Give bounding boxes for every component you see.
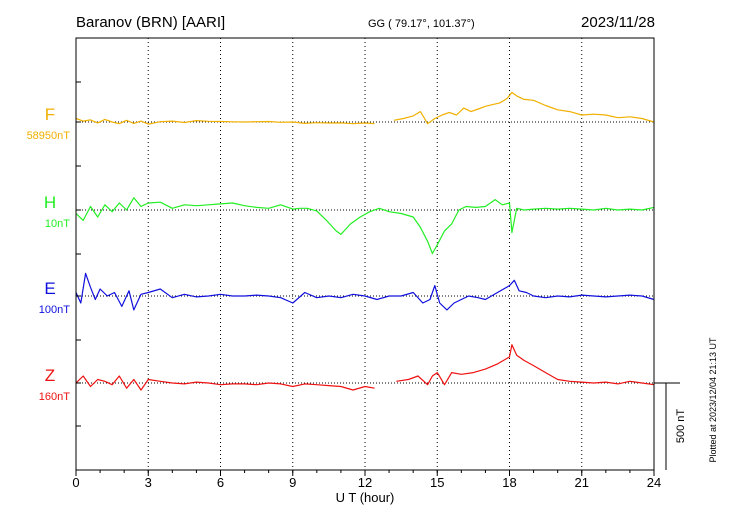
- x-tick-label: 9: [289, 475, 296, 490]
- plotted-timestamp: Plotted at 2023/12/04 21:13 UT: [708, 337, 718, 463]
- x-tick-label: 24: [647, 475, 661, 490]
- x-tick-label: 15: [430, 475, 444, 490]
- station-title: Baranov (BRN) [AARI]: [76, 14, 225, 31]
- series-baseline-z: 160nT: [39, 391, 70, 403]
- x-axis-label: U T (hour): [336, 490, 395, 505]
- x-tick-label: 3: [145, 475, 152, 490]
- series-name-h: H: [44, 193, 56, 212]
- scale-bar-label: 500 nT: [675, 409, 687, 444]
- x-tick-label: 6: [217, 475, 224, 490]
- plot-date: 2023/11/28: [581, 14, 655, 31]
- x-axis: 0 3 6 9 12 15 18 21 24: [72, 37, 661, 490]
- series-baseline-h: 10nT: [45, 218, 70, 230]
- series-labels: F 58950nT H 10nT E 100nT Z 160nT: [27, 105, 71, 403]
- traces: [75, 91, 655, 391]
- series-baseline-e: 100nT: [39, 304, 70, 316]
- series-name-z: Z: [45, 366, 55, 385]
- baselines: [76, 121, 654, 384]
- x-tick-label: 12: [358, 475, 372, 490]
- x-tick-label: 21: [575, 475, 589, 490]
- series-name-f: F: [45, 105, 55, 124]
- trace-e: [75, 272, 655, 311]
- x-tick-label: 18: [502, 475, 516, 490]
- station-coords: GG ( 79.17°, 101.37°): [368, 18, 475, 30]
- trace-h: [75, 197, 655, 255]
- series-name-e: E: [44, 279, 55, 298]
- series-baseline-f: 58950nT: [27, 130, 71, 142]
- plot-frame: [75, 37, 655, 471]
- grid: [147, 38, 583, 470]
- scale-bar: 500 nT: [654, 382, 687, 470]
- x-tick-label: 0: [72, 475, 79, 490]
- trace-z: [75, 344, 655, 391]
- trace-f: [75, 91, 655, 125]
